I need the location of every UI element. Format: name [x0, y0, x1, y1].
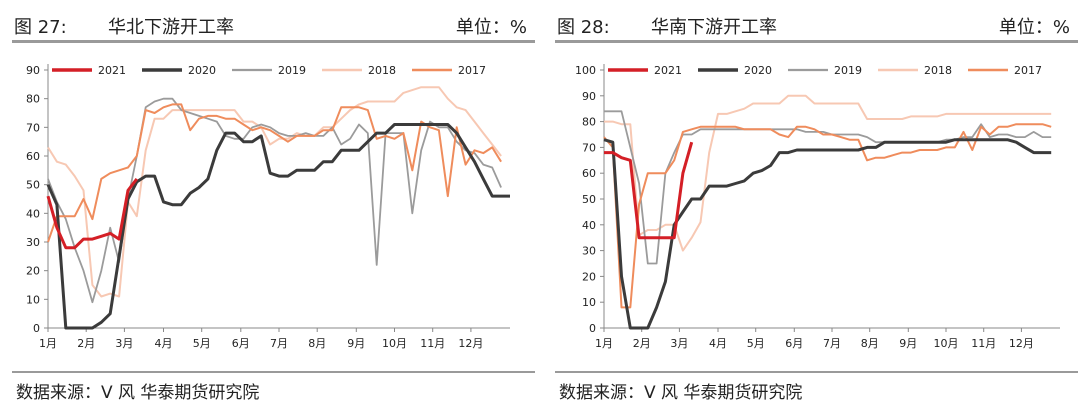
series-line-2018 — [47, 86, 502, 298]
top-rule — [12, 40, 535, 43]
line-chart-south: 0 10 20 30 40 50 60 70 80 90 100 1月 2月 3月 4月 5月 6月 7月 8月 9月… — [575, 64, 1060, 350]
y-tick-label: 10 — [582, 296, 596, 309]
figure-number: 图 27: — [14, 17, 67, 38]
x-tick-label: 7月 — [823, 337, 841, 350]
chart-panel-north: 图 27: 华北下游开工率 单位：% 0 10 20 30 40 50 60 70 80 90 1月… — [12, 0, 535, 408]
x-tick-label: 10月 — [382, 337, 407, 350]
x-tick-label: 1月 — [595, 337, 613, 350]
top-rule — [555, 40, 1078, 43]
figure-number: 图 28: — [557, 17, 610, 38]
legend-label-2021: 2021 — [654, 64, 682, 77]
y-tick-label: 50 — [582, 193, 596, 206]
y-tick-label: 20 — [582, 270, 596, 283]
unit-label: 单位：% — [455, 17, 527, 38]
chart-title: 华南下游开工率 — [651, 17, 777, 38]
y-tick-label: 100 — [575, 64, 596, 77]
x-tick-label: 9月 — [899, 337, 917, 350]
legend-label-2020: 2020 — [744, 64, 772, 77]
series-line-2018 — [604, 94, 1052, 252]
chart-header: 图 27: 华北下游开工率 单位：% — [12, 6, 535, 40]
x-tick-label: 10月 — [934, 337, 959, 350]
y-tick-label: 70 — [26, 121, 40, 134]
y-tick-label: 80 — [26, 93, 40, 106]
line-chart-north: 0 10 20 30 40 50 60 70 80 90 1月 2月 3月 4月 5月 6月 7月 8月 9月 10月… — [26, 64, 510, 350]
y-tick-label: 50 — [26, 179, 40, 192]
x-tick-label: 5月 — [747, 337, 765, 350]
y-tick-label: 90 — [26, 64, 40, 77]
x-tick-label: 11月 — [971, 337, 996, 350]
chart-panel-south: 图 28: 华南下游开工率 单位：% 0 10 20 30 40 50 60 70 80 90 10… — [555, 0, 1078, 408]
legend-label-2017: 2017 — [1014, 64, 1042, 77]
series-line-2021 — [46, 177, 138, 250]
x-tick-label: 12月 — [1009, 337, 1034, 350]
bottom-rule — [12, 371, 535, 373]
bottom-rule — [555, 371, 1078, 373]
legend-label-2021: 2021 — [98, 64, 126, 77]
y-tick-label: 0 — [33, 322, 40, 335]
series-line-2021 — [604, 141, 694, 240]
y-tick-label: 40 — [582, 219, 596, 232]
series-line-2020 — [603, 138, 1052, 330]
x-tick-label: 12月 — [458, 337, 483, 350]
series-line-2017 — [603, 123, 1052, 309]
x-tick-label: 9月 — [347, 337, 365, 350]
y-tick-label: 0 — [589, 322, 596, 335]
series-line-2020 — [46, 123, 510, 330]
legend-label-2018: 2018 — [368, 64, 396, 77]
chart-title: 华北下游开工率 — [108, 17, 234, 38]
x-tick-label: 6月 — [232, 337, 250, 350]
y-tick-label: 80 — [582, 116, 596, 129]
x-tick-label: 2月 — [633, 337, 651, 350]
x-tick-label: 8月 — [308, 337, 326, 350]
x-tick-label: 8月 — [861, 337, 879, 350]
legend-label-2017: 2017 — [458, 64, 486, 77]
x-tick-label: 5月 — [193, 337, 211, 350]
x-tick-label: 7月 — [270, 337, 288, 350]
y-tick-label: 30 — [582, 245, 596, 258]
y-tick-label: 60 — [582, 167, 596, 180]
chart-header: 图 28: 华南下游开工率 单位：% — [555, 6, 1078, 40]
y-tick-label: 20 — [26, 265, 40, 278]
data-source: 数据来源：V 风 华泰期货研究院 — [559, 383, 803, 403]
y-tick-label: 70 — [582, 141, 596, 154]
y-tick-label: 30 — [26, 236, 40, 249]
legend-label-2018: 2018 — [924, 64, 952, 77]
x-tick-label: 3月 — [670, 337, 688, 350]
legend-label-2019: 2019 — [834, 64, 862, 77]
x-tick-label: 2月 — [77, 337, 95, 350]
y-tick-label: 90 — [582, 90, 596, 103]
x-tick-label: 4月 — [155, 337, 173, 350]
x-tick-label: 4月 — [709, 337, 727, 350]
y-tick-label: 60 — [26, 150, 40, 163]
x-tick-label: 1月 — [39, 337, 57, 350]
legend-label-2019: 2019 — [278, 64, 306, 77]
x-tick-label: 6月 — [785, 337, 803, 350]
y-tick-label: 40 — [26, 207, 40, 220]
unit-label: 单位：% — [998, 17, 1070, 38]
x-tick-label: 11月 — [420, 337, 445, 350]
data-source: 数据来源：V 风 华泰期货研究院 — [16, 383, 260, 403]
legend-label-2020: 2020 — [188, 64, 216, 77]
x-tick-label: 3月 — [115, 337, 133, 350]
y-tick-label: 10 — [26, 293, 40, 306]
